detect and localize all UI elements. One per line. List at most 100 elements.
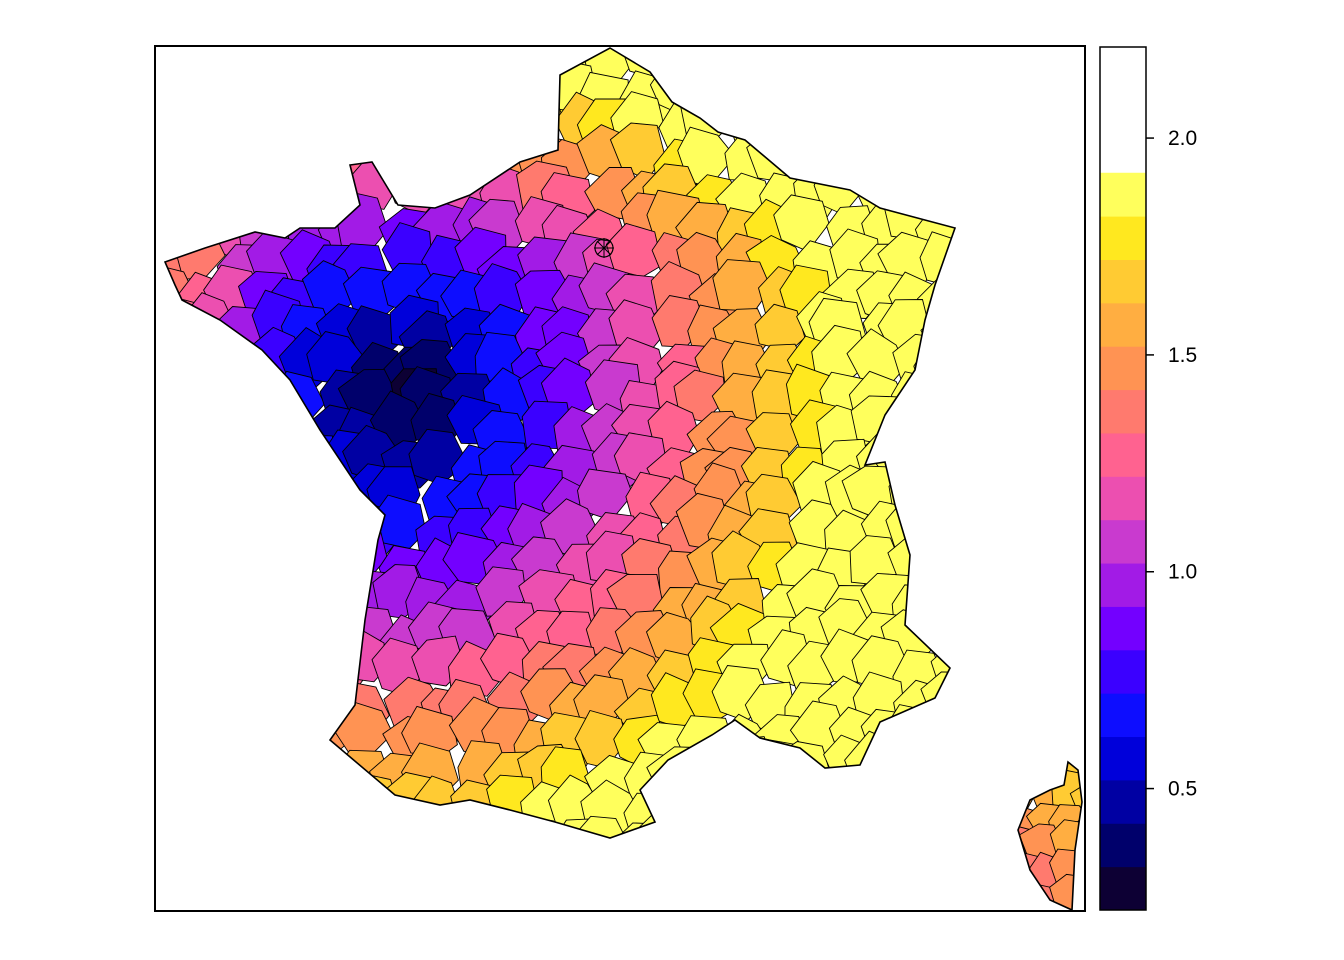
region-cell [203, 711, 262, 768]
region-cell [796, 810, 848, 838]
region-cell [169, 377, 221, 434]
region-cell [823, 97, 875, 150]
region-cell [824, 137, 880, 191]
region-cell [782, 126, 835, 180]
region-cell [171, 403, 231, 459]
legend-tick-label: 2.0 [1168, 127, 1197, 150]
color-legend-ticks: 0.5 1.0 1.5 2.0 [1146, 127, 1197, 801]
region-cell [312, 56, 365, 112]
region-cell [234, 48, 289, 80]
region-cell [205, 48, 261, 83]
region-cell [165, 58, 205, 108]
region-cell [284, 733, 339, 791]
region-cell [174, 606, 227, 661]
legend-color-step [1100, 866, 1146, 911]
legend-tick-label: 1.0 [1168, 561, 1197, 584]
region-cell [283, 711, 338, 766]
region-cell [179, 639, 232, 695]
region-cell [925, 780, 955, 833]
region-cell [348, 816, 410, 838]
region-cell [920, 311, 955, 364]
region-cell [843, 100, 902, 152]
region-cell [1058, 906, 1082, 910]
region-cell [280, 599, 334, 654]
legend-color-step [1100, 172, 1146, 217]
region-cell [207, 131, 262, 192]
region-cell [277, 61, 337, 117]
region-cell [756, 781, 814, 838]
region-cell [443, 70, 498, 126]
region-cell [918, 59, 955, 111]
color-legend-bar [1100, 172, 1146, 911]
region-cell [922, 549, 955, 598]
region-cell [385, 64, 439, 121]
france-outline [163, 47, 957, 839]
legend-color-step [1100, 736, 1146, 781]
region-cell [908, 816, 955, 838]
region-cell [168, 479, 224, 535]
region-cell [685, 64, 741, 116]
region-cell [722, 48, 778, 82]
region-cell [510, 91, 565, 145]
region-cell [175, 327, 231, 382]
region-cell [343, 48, 397, 88]
region-cell [172, 506, 227, 556]
legend-tick-label: 1.5 [1168, 344, 1197, 367]
legend-color-step [1100, 693, 1146, 738]
region-cell [203, 538, 257, 594]
legend-color-step [1100, 519, 1146, 564]
region-cell [747, 805, 806, 838]
paris-cluster [594, 238, 614, 258]
region-cell [315, 506, 375, 559]
region-cell [196, 72, 257, 129]
region-cell [165, 375, 195, 425]
region-cell [374, 110, 433, 159]
region-cell [182, 89, 236, 147]
region-cell [245, 436, 305, 485]
region-cell [1018, 872, 1039, 910]
region-cell [689, 740, 741, 797]
region-cell [165, 779, 203, 838]
region-cell [929, 169, 955, 226]
region-cell [891, 371, 947, 425]
region-cell [754, 303, 806, 352]
region-cell [346, 63, 401, 121]
legend-color-step [1100, 302, 1146, 347]
region-cell [448, 100, 510, 154]
region-cell [410, 804, 460, 838]
region-cell [418, 134, 478, 194]
region-cell [829, 66, 888, 116]
region-cell [244, 707, 298, 762]
region-cell [196, 335, 255, 390]
region-cell [923, 92, 955, 151]
region-cell [175, 707, 229, 762]
region-cell [213, 641, 275, 694]
region-cell [913, 339, 955, 393]
region-cell [178, 142, 236, 193]
region-cell [239, 517, 297, 571]
region-cell [891, 783, 954, 834]
region-cell [205, 738, 266, 794]
region-cell [270, 510, 326, 560]
region-cell [301, 97, 356, 153]
legend-color-step [1100, 346, 1146, 391]
region-cell [722, 736, 775, 791]
region-cell [165, 667, 188, 723]
region-cell [923, 139, 955, 188]
region-cell [210, 504, 270, 559]
region-cell [653, 785, 707, 838]
region-cell [179, 785, 235, 838]
region-cell [344, 102, 400, 156]
region-cell [927, 566, 955, 617]
region-cell [502, 816, 561, 838]
region-cell [270, 532, 325, 587]
region-cell [926, 744, 955, 799]
region-cell [1049, 873, 1082, 910]
region-cell [507, 48, 564, 82]
region-cell [233, 633, 292, 687]
region-cell [485, 48, 546, 84]
region-cell [213, 367, 270, 427]
region-cell [165, 449, 200, 498]
legend-color-step [1100, 216, 1146, 260]
